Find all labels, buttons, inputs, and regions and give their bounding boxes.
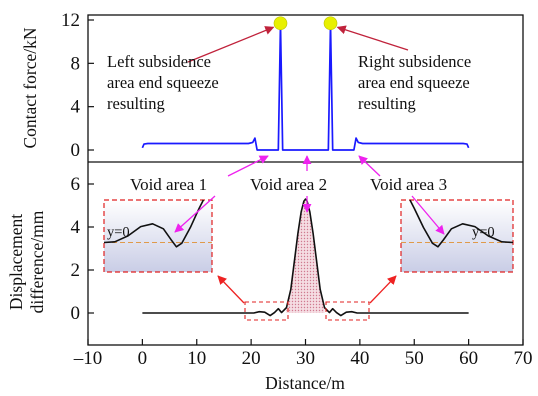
left-annotation-line-3: resulting [107, 94, 165, 113]
top-y-tick-label-1: 4 [71, 97, 81, 118]
x-tick-label-7: 60 [459, 348, 478, 369]
bottom-y-tick-label-3: 6 [71, 174, 81, 195]
bottom-series-fill [286, 199, 325, 313]
left-annotation-line-2: area end squeeze [107, 73, 219, 92]
inset-curve-1 [103, 199, 205, 248]
bottom-series-line [142, 198, 469, 317]
void-label-2: Void area 2 [250, 175, 327, 194]
inset-label-left: y=0 [107, 224, 130, 240]
left-annotation-arrow [187, 26, 275, 63]
right-annotation-line-1: Right subsidence [358, 52, 471, 71]
x-tick-label-6: 50 [405, 348, 424, 369]
void-zoom-box-left [244, 301, 289, 321]
void-label-1: Void area 1 [130, 175, 207, 194]
bottom-y-tick-label-2: 4 [71, 217, 81, 238]
peak-marker-2 [323, 16, 338, 31]
annotation-layer [174, 25, 445, 321]
top-series-line [141, 22, 470, 151]
x-tick-label-4: 30 [296, 348, 315, 369]
bottom-y-tick-label-0: 0 [71, 303, 81, 324]
inset-2 [400, 199, 514, 273]
top-y-tick-label-3: 12 [61, 10, 80, 31]
top-y-tick-label-0: 0 [71, 140, 81, 161]
x-tick-label-8: 70 [514, 348, 533, 369]
x-tick-label-3: 20 [242, 348, 261, 369]
void-3-arrow-up [358, 155, 381, 177]
top-y-tick-label-2: 8 [71, 53, 81, 74]
bottom-y-axis-title-line-2: difference/mm [27, 210, 47, 313]
bottom-y-tick-label-1: 2 [71, 260, 81, 281]
void-label-3: Void area 3 [370, 175, 447, 194]
void-3-arrow-down [411, 195, 445, 235]
void-1-arrow-up [227, 155, 269, 177]
inset-box-1 [103, 199, 213, 273]
inset-layer: y=0 y=0 [103, 199, 514, 273]
x-axis-title: Distance/m [265, 373, 345, 393]
inset-label-right: y=0 [472, 224, 495, 240]
peak-marker-1 [273, 16, 288, 31]
zoom-arrow-right [369, 275, 397, 304]
left-annotation-line-1: Left subsidence [107, 52, 211, 71]
x-tick-label-2: 10 [187, 348, 206, 369]
right-annotation-line-2: area end squeeze [358, 73, 470, 92]
right-annotation-line-3: resulting [358, 94, 416, 113]
x-tick-label-5: 40 [350, 348, 369, 369]
x-tick-label-0: –10 [73, 348, 103, 369]
inset-1 [103, 199, 213, 273]
x-tick-label-1: 0 [138, 348, 148, 369]
axes: 0 4 8 12 0 2 4 6 –10 0 10 20 30 40 50 60 70 [61, 10, 533, 369]
right-annotation-arrow [336, 25, 409, 51]
series-layer [141, 16, 470, 317]
inset-curve-2 [409, 199, 514, 248]
inset-box-2 [400, 199, 514, 273]
top-y-axis-title: Contact force/kN [20, 27, 40, 148]
zoom-arrow-left [217, 275, 245, 304]
void-1-arrow-down [174, 195, 216, 233]
bottom-y-axis-title-line-1: Displacement [6, 214, 26, 310]
void-zoom-box-right [325, 301, 370, 321]
